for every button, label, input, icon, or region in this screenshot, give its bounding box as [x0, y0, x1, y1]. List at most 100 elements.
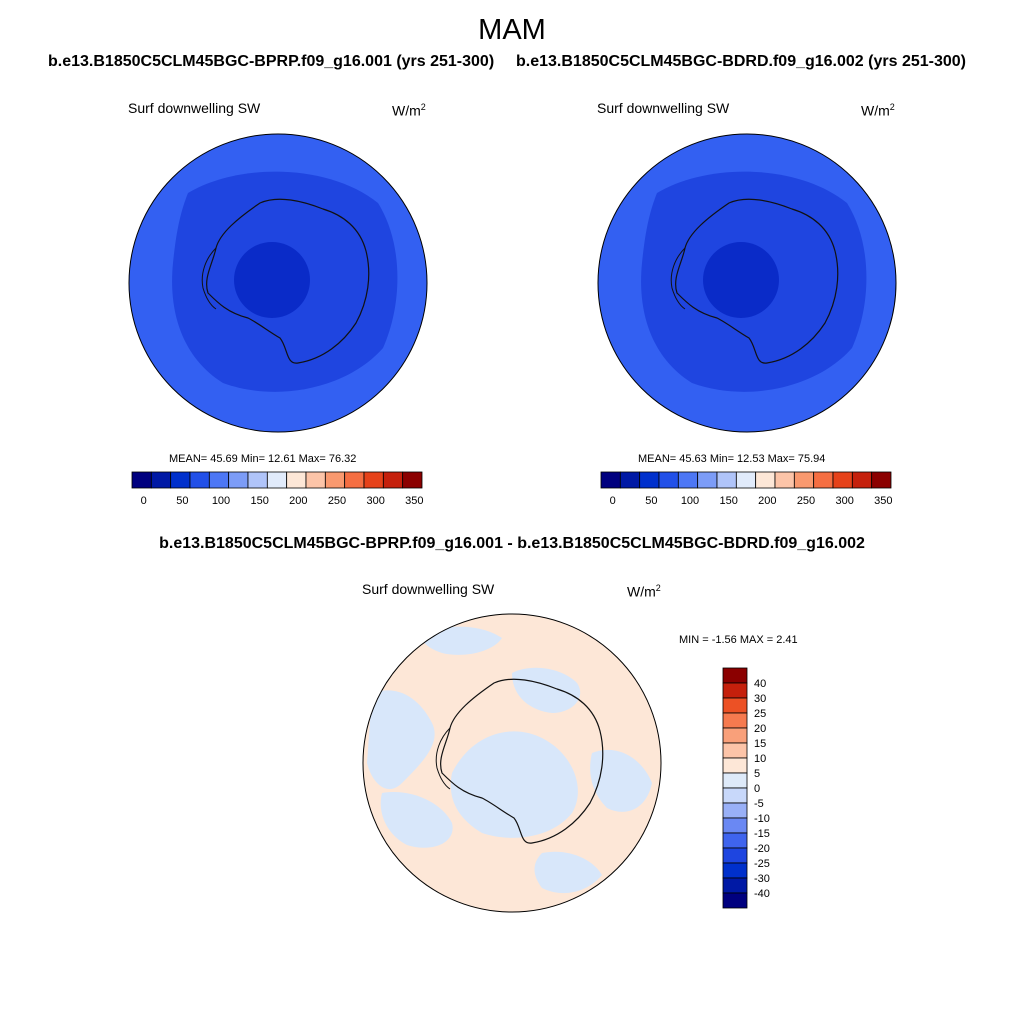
- map-border: [362, 613, 662, 913]
- difference-colorbar-swatch: [722, 772, 748, 789]
- panel-2-colorbar-swatch: [832, 471, 853, 489]
- panel-2-colorbar: 0 50 100 150 200 250 300 350: [600, 471, 893, 507]
- map-negative-region: [367, 690, 435, 790]
- difference-colorbar-swatch: [722, 742, 748, 759]
- panel-1-colorbar-swatch: [189, 471, 210, 489]
- panel-2-colorbar-tick-label: 100: [681, 495, 699, 507]
- panel-1-colorbar: 0 50 100 150 200 250 300 350: [131, 471, 424, 507]
- page-title: MAM: [478, 14, 546, 46]
- difference-colorbar-swatch: [722, 802, 748, 819]
- panel-2-colorbar-swatch: [755, 471, 776, 489]
- antarctic-peninsula-coastline: [201, 247, 217, 310]
- antarctica-coastline: [206, 198, 370, 364]
- panel-1-colorbar-tick-label: 150: [250, 495, 268, 507]
- map-center-contour: [234, 242, 310, 318]
- antarctic-peninsula-coastline: [670, 247, 686, 310]
- difference-colorbar-swatch: [722, 862, 748, 879]
- map-center-contour: [703, 242, 779, 318]
- panel-2-polar-map: [597, 133, 897, 433]
- panel-2-colorbar-swatch: [619, 471, 641, 489]
- difference-colorbar-swatch: [722, 877, 748, 894]
- panel-2-colorbar-tick-label: 0: [610, 495, 616, 507]
- difference-colorbar-tick-label: 15: [754, 738, 766, 750]
- map-negative-region: [380, 792, 453, 848]
- difference-colorbar-swatch: [722, 682, 748, 699]
- difference-colorbar-swatch: [722, 757, 748, 774]
- panel-2-colorbar-swatch: [716, 471, 737, 489]
- difference-polar-map: [362, 613, 662, 913]
- panel-2-colorbar-swatch: [658, 471, 679, 489]
- panel-2-colorbar-tick-label: 250: [797, 495, 815, 507]
- panel-1-colorbar-swatch: [208, 471, 230, 489]
- panel-1-colorbar-swatch: [305, 471, 326, 489]
- panel-2-colorbar-swatch: [813, 471, 834, 489]
- difference-colorbar-tick-label: 40: [754, 678, 766, 690]
- difference-stats: MIN = -1.56 MAX = 2.41: [679, 634, 798, 646]
- panel-1-colorbar-swatch: [150, 471, 172, 489]
- panel-2-colorbar-swatch: [600, 471, 621, 489]
- map-negative-region: [450, 731, 578, 838]
- difference-colorbar-swatch: [722, 817, 748, 834]
- panel-1-polar-map: [128, 133, 428, 433]
- panel-2-colorbar-swatch: [793, 471, 815, 489]
- difference-colorbar-tick-label: 30: [754, 693, 766, 705]
- difference-colorbar-tick-label: -15: [754, 828, 770, 840]
- map-negative-region: [534, 851, 602, 894]
- panel-2-units-label: W/m2: [861, 102, 895, 119]
- difference-colorbar-tick-label: 0: [754, 783, 760, 795]
- panel-1-colorbar-tick-label: 0: [141, 495, 147, 507]
- map-negative-region: [590, 749, 652, 812]
- difference-colorbar: 40 30 25 20 15 10 5 0 -5 -10 -15 -20 -25 -30 -40: [722, 667, 770, 909]
- difference-colorbar-tick-label: 10: [754, 753, 766, 765]
- panel-1-colorbar-swatch: [324, 471, 346, 489]
- panel-1-colorbar-tick-label: 50: [176, 495, 188, 507]
- difference-colorbar-tick-label: -10: [754, 813, 770, 825]
- difference-variable-label: Surf downwelling SW: [362, 581, 495, 597]
- panel-2-colorbar-tick-label: 350: [874, 495, 892, 507]
- difference-colorbar-swatch: [722, 832, 748, 849]
- panel-1-variable-label: Surf downwelling SW: [128, 100, 261, 116]
- difference-colorbar-swatch: [722, 847, 748, 864]
- difference-colorbar-swatch: [722, 892, 748, 909]
- difference-colorbar-tick-label: -25: [754, 858, 770, 870]
- panel-1-colorbar-swatch: [228, 471, 249, 489]
- panel-1-colorbar-tick-label: 100: [212, 495, 230, 507]
- panel-1-colorbar-swatch: [266, 471, 288, 489]
- panel-2-variable-label: Surf downwelling SW: [597, 100, 730, 116]
- difference-colorbar-swatch: [722, 667, 748, 684]
- difference-colorbar-swatch: [722, 727, 748, 744]
- antarctica-coastline: [675, 198, 839, 364]
- difference-colorbar-tick-label: -20: [754, 843, 770, 855]
- difference-colorbar-tick-label: -30: [754, 873, 770, 885]
- panel-2-colorbar-swatch: [697, 471, 718, 489]
- map-negative-region: [421, 626, 502, 655]
- antarctica-coastline: [440, 678, 604, 844]
- panel-1-colorbar-swatch: [286, 471, 307, 489]
- difference-title: b.e13.B1850C5CLM45BGC-BPRP.f09_g16.001 -…: [159, 535, 865, 552]
- panel-2-colorbar-swatch: [851, 471, 873, 489]
- panel-1-colorbar-swatch: [402, 471, 423, 489]
- panel-2-stats: MEAN= 45.63 Min= 12.53 Max= 75.94: [638, 453, 826, 465]
- difference-colorbar-tick-label: -40: [754, 888, 770, 900]
- panel-2-colorbar-swatch: [871, 471, 892, 489]
- panel-1-colorbar-swatch: [247, 471, 268, 489]
- panel-1-colorbar-tick-label: 200: [289, 495, 307, 507]
- antarctic-peninsula-coastline: [435, 727, 451, 790]
- panel-2-colorbar-swatch: [735, 471, 757, 489]
- panel-1-stats: MEAN= 45.69 Min= 12.61 Max= 76.32: [169, 453, 357, 465]
- difference-colorbar-swatch: [722, 712, 748, 729]
- difference-colorbar-tick-label: 20: [754, 723, 766, 735]
- panel-1-colorbar-swatch: [382, 471, 404, 489]
- difference-colorbar-tick-label: 25: [754, 708, 766, 720]
- map-border: [597, 133, 897, 433]
- panel-2-colorbar-swatch: [639, 471, 660, 489]
- panel-1-units-label: W/m2: [392, 102, 426, 119]
- panel-1-colorbar-swatch: [363, 471, 384, 489]
- panel-2-colorbar-tick-label: 50: [645, 495, 657, 507]
- map-negative-region: [512, 667, 581, 713]
- difference-colorbar-swatch: [722, 697, 748, 714]
- panel-1-colorbar-swatch: [131, 471, 152, 489]
- panel-2-colorbar-tick-label: 150: [719, 495, 737, 507]
- panel-1-colorbar-tick-label: 300: [366, 495, 384, 507]
- difference-colorbar-tick-label: -5: [754, 798, 764, 810]
